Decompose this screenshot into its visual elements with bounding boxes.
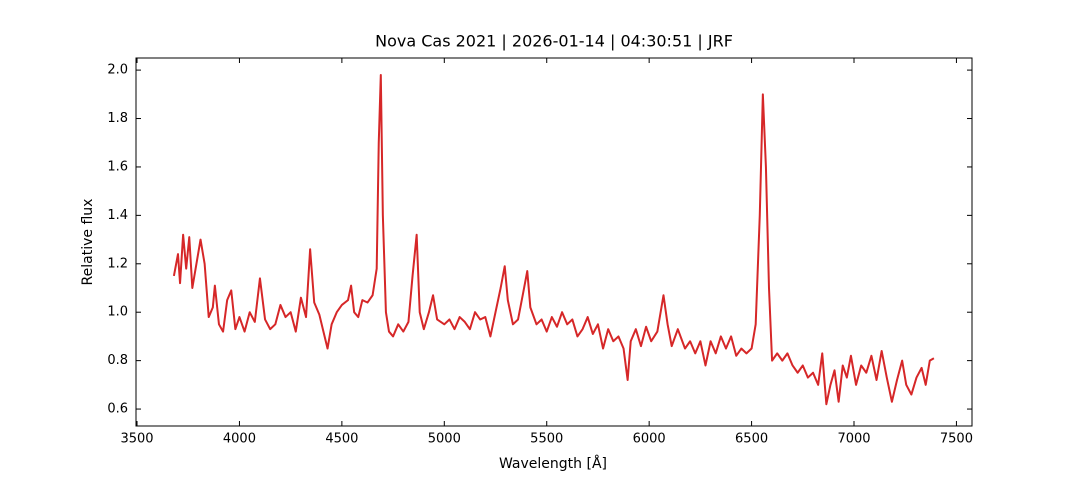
- y-axis-label: Relative flux: [80, 199, 96, 286]
- y-tick-label: 1.0: [107, 305, 128, 320]
- x-tick-label: 4000: [223, 432, 256, 447]
- x-tick-label: 4500: [325, 432, 358, 447]
- x-tick-label: 3500: [120, 432, 153, 447]
- x-tick-label: 6500: [735, 432, 768, 447]
- y-tick-label: 1.2: [107, 256, 128, 271]
- chart-title: Nova Cas 2021 | 2026-01-14 | 04:30:51 | …: [375, 32, 733, 51]
- x-tick-label: 7500: [940, 432, 973, 447]
- y-tick-label: 1.4: [107, 208, 128, 223]
- y-tick-label: 1.8: [107, 111, 128, 126]
- x-tick-label: 5000: [428, 432, 461, 447]
- x-tick-label: 6000: [633, 432, 666, 447]
- y-tick-label: 1.6: [107, 159, 128, 174]
- y-tick-label: 2.0: [107, 63, 128, 78]
- plot-frame: [135, 57, 973, 427]
- x-tick-label: 7000: [837, 432, 870, 447]
- x-axis-label: Wavelength [Å]: [499, 455, 607, 472]
- x-tick-label: 5500: [530, 432, 563, 447]
- y-tick-label: 0.8: [107, 353, 128, 368]
- spectrum-line: [172, 73, 935, 406]
- y-tick-label: 0.6: [107, 402, 128, 417]
